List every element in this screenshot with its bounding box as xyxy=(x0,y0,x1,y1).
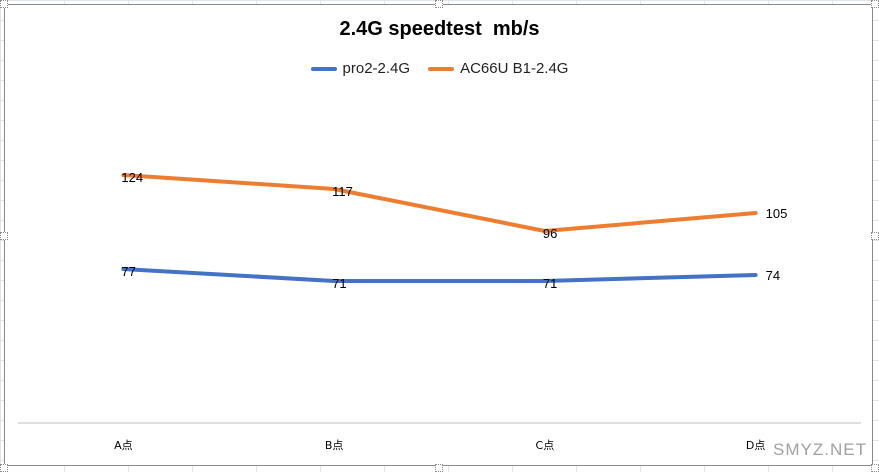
chart-title[interactable]: 2.4G speedtest mb/s xyxy=(339,18,540,40)
resize-handle-top-center[interactable] xyxy=(435,0,443,8)
series-line-2[interactable] xyxy=(121,173,758,233)
data-label-series-2: 124 xyxy=(121,170,143,185)
legend-label-series-2: AC66U B1-2.4G xyxy=(460,60,569,77)
data-label-series-2: 105 xyxy=(766,206,788,221)
data-label-series-1: 71 xyxy=(332,276,346,291)
chart-legend[interactable]: pro2-2.4G AC66U B1-2.4G xyxy=(0,60,879,77)
data-label-series-1: 77 xyxy=(121,264,135,279)
watermark: SMYZ.NET xyxy=(773,440,867,459)
resize-handle-top-left[interactable] xyxy=(0,0,8,8)
data-label-series-2: 96 xyxy=(543,226,557,241)
data-label-series-2: 117 xyxy=(332,184,353,199)
x-tick-label: D点 xyxy=(746,439,765,452)
legend-swatch-series-2 xyxy=(428,66,455,71)
resize-handle-middle-left[interactable] xyxy=(0,232,8,240)
x-tick-label: B点 xyxy=(325,439,344,452)
legend-swatch-series-1 xyxy=(310,66,337,71)
x-tick-label: A点 xyxy=(114,439,133,452)
x-tick-label: C点 xyxy=(536,439,555,452)
legend-item-series-2[interactable]: AC66U B1-2.4G xyxy=(428,60,568,77)
legend-item-series-1[interactable]: pro2-2.4G xyxy=(310,60,411,77)
data-label-series-1: 71 xyxy=(543,276,557,291)
legend-label-series-1: pro2-2.4G xyxy=(342,60,411,77)
series-line-1[interactable] xyxy=(121,267,758,283)
data-label-series-1: 74 xyxy=(766,268,780,283)
chart-area[interactable] xyxy=(4,4,873,466)
